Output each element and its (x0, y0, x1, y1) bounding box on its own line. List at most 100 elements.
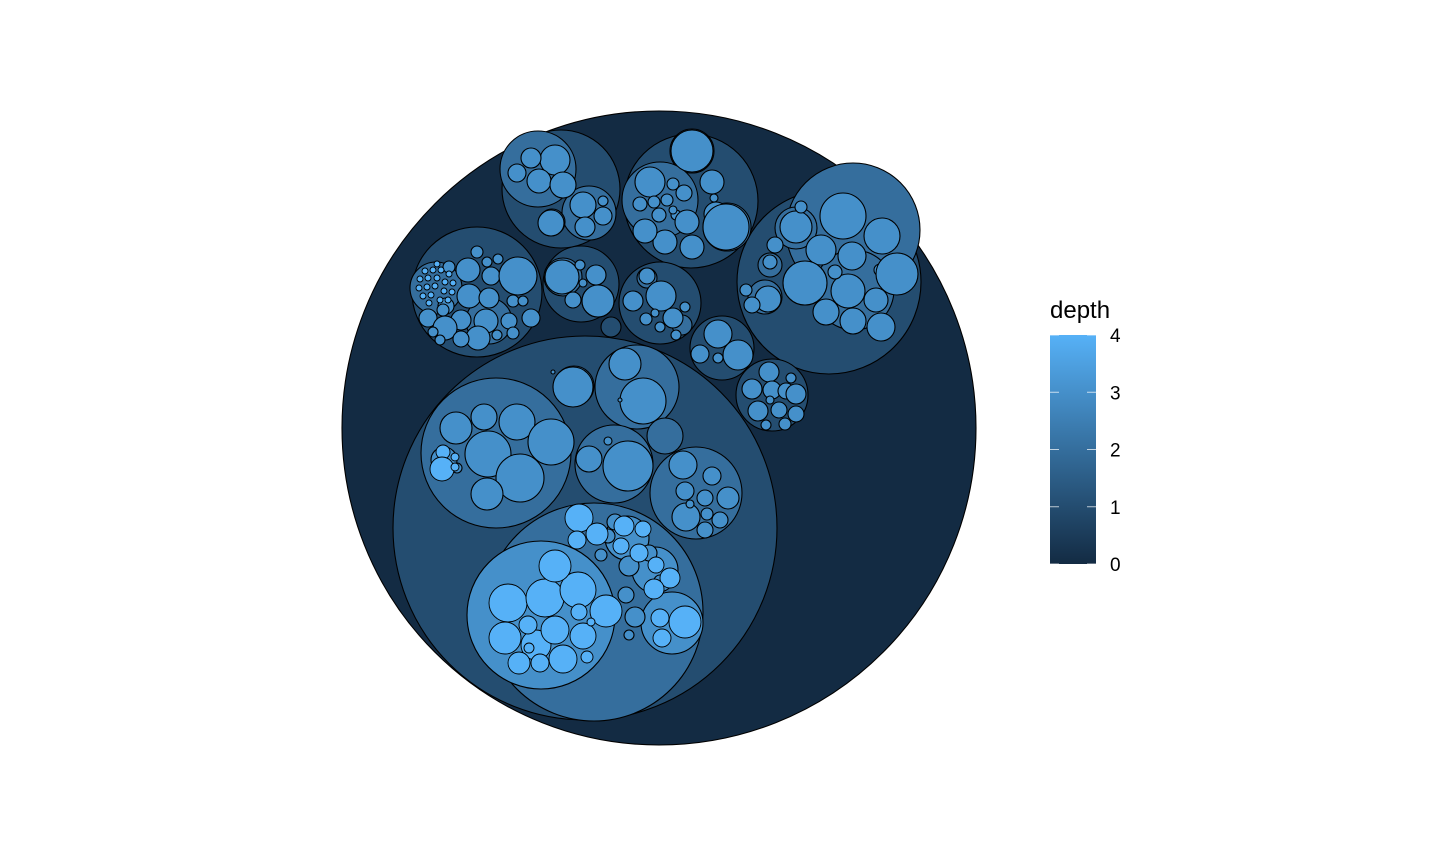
depth3-circle-2-2-0 (537, 209, 565, 237)
legend-tick-label-2: 2 (1110, 441, 1121, 462)
depth3-circle-3-1-10 (632, 218, 658, 244)
depth3-circle-0-0-2 (498, 403, 536, 441)
depth3-circle-5-1-0 (581, 284, 615, 318)
depth4-circle-4-0-7 (441, 278, 449, 286)
depth3-circle-0-6-8 (617, 586, 635, 604)
depth3-circle-0-0-1 (470, 403, 498, 431)
depth3-circle-0-4-8 (696, 521, 714, 539)
depth3-circle-0-4-5 (671, 502, 701, 532)
depth3-circle-2-0-4 (507, 163, 527, 183)
depth3-circle-0-4-6 (700, 507, 714, 521)
depth3-circle-8-0-9 (760, 419, 772, 431)
depth3-circle-1-2-2 (739, 283, 753, 297)
depth3-circle-8-0-5 (785, 383, 807, 405)
depth4-circle-0-6-1-1 (585, 522, 609, 546)
depth3-circle-2-0-1 (520, 147, 542, 169)
depth3-circle-0-2-1 (619, 377, 667, 425)
depth4-circle-4-0-12 (440, 287, 448, 295)
depth3-circle-0-3-0 (575, 445, 603, 473)
depth3-circle-0-4-1 (675, 481, 695, 501)
depth4-circle-0-6-0-16 (523, 642, 535, 654)
depth3-circle-6-0-5 (654, 321, 666, 333)
depth3-circle-1-0-3 (837, 241, 867, 271)
depth4-circle-0-6-2-2 (643, 578, 665, 600)
depth4-circle-0-6-0-8 (569, 622, 597, 650)
depth3-circle-2-1-3 (597, 195, 609, 207)
depth4-circle-0-6-0-7 (540, 615, 570, 645)
depth3-circle-4-1-8 (517, 295, 529, 307)
depth3-circle-2-1-1 (593, 206, 613, 226)
depth3-circle-0-4-3 (696, 489, 714, 507)
depth4-circle-0-6-1-2 (567, 530, 587, 550)
depth4-circle-4-0-19 (433, 260, 441, 268)
depth3-circle-6-0-7 (650, 308, 660, 318)
depth3-circle-8-0-3 (785, 372, 797, 384)
depth4-circle-4-0-3 (445, 270, 453, 278)
depth4-circle-0-6-1-3 (613, 515, 635, 537)
depth3-circle-1-0-0 (819, 192, 867, 240)
depth3-circle-8-0-7 (770, 401, 788, 419)
legend-title: depth (1050, 297, 1110, 324)
depth4-circle-4-0-18 (425, 299, 433, 307)
depth4-circle-4-0-4 (416, 275, 424, 283)
depth3-circle-3-1-6 (651, 207, 667, 223)
legend-ticks: 0 1 2 3 4 (1050, 326, 1121, 576)
depth3-circle-1-0-2 (805, 234, 837, 266)
depth3-circle-7-0-2 (722, 339, 754, 371)
depth4-circle-0-6-1-4 (634, 520, 652, 538)
depth4-circle-0-6-0-11 (530, 653, 550, 673)
depth1-circle-9 (600, 316, 622, 338)
depth3-circle-7-0-0 (690, 344, 710, 364)
depth3-circle-2-1-0 (569, 191, 597, 219)
depth3-circle-0-0-5 (470, 477, 504, 511)
depth3-circle-4-1-20 (491, 329, 503, 341)
depth3-circle-0-6-5 (594, 548, 608, 562)
legend-tick-label-0: 0 (1110, 555, 1121, 576)
depth3-circle-1-0-12 (827, 264, 843, 280)
depth3-circle-1-1-2 (766, 236, 784, 254)
depth3-circle-4-1-14 (418, 308, 438, 328)
depth3-circle-0-4-7 (711, 511, 729, 529)
depth3-circle-3-1-11 (679, 234, 705, 260)
depth3-circle-3-1-9 (652, 229, 678, 255)
depth4-circle-4-0-13 (448, 288, 456, 296)
depth3-circle-0-4-9 (685, 499, 695, 509)
depth4-circle-4-0-8 (449, 279, 457, 287)
depth3-circle-0-4-4 (716, 486, 740, 510)
depth3-circle-0-0-4 (495, 453, 545, 503)
depth4-circle-4-0-1 (429, 266, 437, 274)
depth3-circle-4-1-13 (521, 308, 541, 328)
depth4-circle-0-6-0-10 (507, 651, 531, 675)
depth3-circle-0-3-1 (602, 440, 654, 492)
depth3-circle-4-1-2 (492, 253, 504, 265)
depth3-circle-5-1-1 (585, 264, 607, 286)
depth3-circle-0-4-0 (668, 450, 698, 480)
depth3-circle-1-0-6 (782, 260, 828, 306)
depth3-circle-8-0-0 (758, 361, 780, 383)
depth3-circle-4-0-2 (436, 303, 450, 317)
depth4-circle-0-6-0-1 (525, 578, 565, 618)
depth4-circle-0-6-2-0 (647, 556, 665, 574)
legend-tick-label-4: 4 (1110, 326, 1121, 347)
depth4-circle-0-6-0-14 (580, 650, 594, 664)
depth3-circle-2-0-2 (526, 168, 552, 194)
depth3-circle-1-0-11 (866, 312, 896, 342)
depth3-circle-4-1-18 (427, 326, 439, 338)
depth4-circle-4-0-15 (427, 291, 435, 299)
legend-tick-label-3: 3 (1110, 383, 1121, 404)
depth3-circle-8-0-8 (787, 405, 805, 423)
depth4-circle-0-6-0-4 (589, 594, 623, 628)
depth4-circle-4-0-0 (421, 267, 429, 275)
depth4-circle-0-6-1-6 (629, 543, 649, 563)
depth3-circle-6-0-3 (662, 307, 684, 329)
depth3-circle-3-0-0 (670, 129, 714, 173)
depth3-circle-0-4-2 (702, 466, 722, 486)
depth3-circle-4-1-17 (452, 330, 470, 348)
depth4-circle-4-0-5 (424, 274, 432, 282)
depth4-circle-0-6-3-1 (650, 608, 670, 628)
depth3-circle-4-1-7 (506, 294, 520, 308)
depth3-circle-3-2-1 (709, 193, 719, 203)
depth3-circle-0-0-6 (527, 418, 575, 466)
depth3-circle-3-1-8 (674, 209, 700, 235)
